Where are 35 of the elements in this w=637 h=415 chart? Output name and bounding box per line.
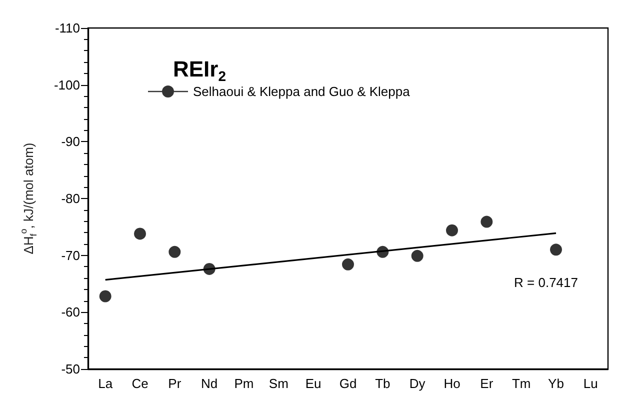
x-tick-label: Sm	[268, 376, 288, 391]
x-tick-label: Er	[480, 376, 494, 391]
point	[168, 246, 181, 258]
x-tick-label: La	[98, 376, 114, 391]
y-tick-label: -60	[61, 304, 80, 320]
y-tick-label: -90	[61, 134, 80, 150]
y-tick-label: -80	[61, 191, 80, 206]
point	[134, 228, 146, 240]
x-tick-label: Ho	[444, 376, 460, 391]
point	[203, 262, 216, 275]
y-tick-label: -100	[54, 77, 80, 92]
y-tick-label: -50	[61, 362, 80, 376]
point	[411, 250, 424, 262]
point	[480, 216, 493, 228]
x-tick-label: Tb	[375, 376, 390, 391]
legend-label: Selhaoui & Kleppa and Guo & Kleppa	[193, 84, 411, 99]
point	[99, 290, 112, 302]
x-tick-label: Pr	[168, 376, 182, 391]
x-tick-label: Ce	[132, 376, 148, 391]
point	[446, 224, 458, 236]
y-axis-title: ΔHfo, kJ/(mol atom)	[18, 142, 38, 254]
point	[550, 244, 562, 256]
x-tick-label: Dy	[409, 376, 426, 391]
x-tick-label: Lu	[583, 376, 598, 391]
x-tick-label: Yb	[548, 376, 564, 391]
point	[376, 246, 389, 258]
x-tick-label: Pm	[234, 376, 254, 391]
x-tick-label: Nd	[201, 376, 218, 391]
x-tick-label: Gd	[339, 376, 357, 391]
y-tick-label: -110	[54, 20, 80, 36]
x-tick-label: Tm	[512, 376, 531, 391]
x-tick-label: Eu	[305, 376, 322, 391]
point	[342, 258, 354, 270]
y-tick-label: -70	[61, 248, 80, 263]
annotation: R = 0.7417	[514, 275, 578, 290]
